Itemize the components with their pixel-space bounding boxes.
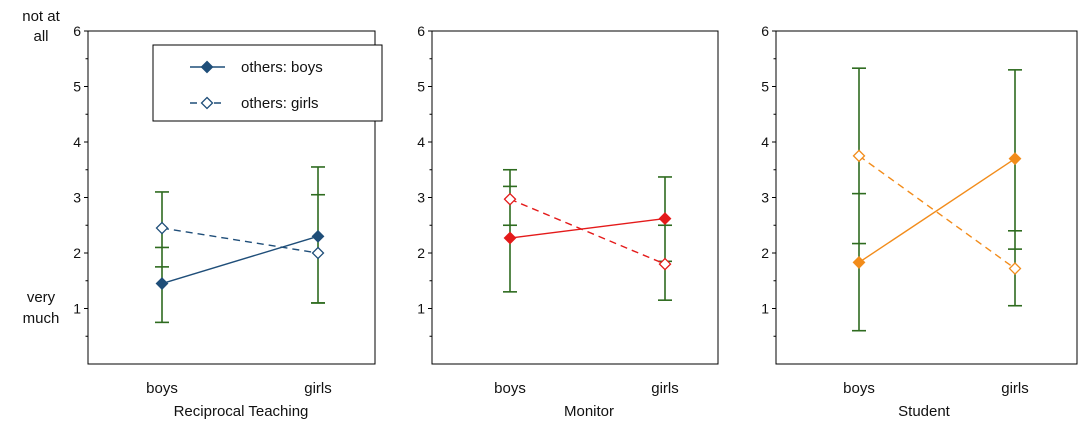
chart-panel-2: 1 2 3 4 5 6 boys girls Monitor bbox=[417, 23, 719, 420]
y-tick-label: 4 bbox=[761, 134, 769, 150]
top-label-line-2: all bbox=[33, 28, 48, 45]
y-tick-label: 2 bbox=[417, 245, 425, 261]
y-tick-label: 1 bbox=[73, 301, 81, 317]
legend-marker-2 bbox=[200, 96, 214, 110]
legend-label-2: others: girls bbox=[241, 95, 319, 112]
y-tick-label: 2 bbox=[761, 245, 769, 261]
data-point-others-boys-boys bbox=[155, 277, 169, 290]
x-tick-label-girls: girls bbox=[304, 380, 332, 397]
data-point-others-boys-girls bbox=[311, 229, 325, 243]
series-line-others-boys bbox=[509, 217, 666, 239]
chart-panel-3: 1 2 3 4 5 6 boys girls Student bbox=[761, 23, 1078, 420]
y-tick-label: 3 bbox=[73, 190, 81, 206]
legend-marker-1 bbox=[200, 60, 214, 74]
y-tick-label: 3 bbox=[761, 190, 769, 206]
data-point-others-girls-girls bbox=[1008, 262, 1022, 275]
series-line-others-girls bbox=[509, 198, 666, 265]
plot-frame bbox=[775, 30, 1078, 365]
y-tick-label: 4 bbox=[417, 134, 425, 150]
y-tick-label: 2 bbox=[73, 245, 81, 261]
y-tick-label: 1 bbox=[417, 301, 425, 317]
bottom-label-line-2: much bbox=[23, 310, 60, 327]
data-point-others-boys-boys bbox=[852, 256, 866, 269]
y-tick-label: 1 bbox=[761, 301, 769, 317]
x-axis-title: Student bbox=[898, 403, 951, 420]
x-tick-label-boys: boys bbox=[494, 380, 526, 397]
top-label-line-1: not at bbox=[22, 8, 60, 25]
x-tick-label-girls: girls bbox=[1001, 380, 1029, 397]
y-tick-label: 6 bbox=[761, 23, 769, 39]
legend: others: boys others: girls bbox=[152, 44, 383, 122]
x-axis-title: Reciprocal Teaching bbox=[174, 403, 309, 420]
chart-panels: 1 2 3 4 5 6 boys girls Reciprocal Teaching 1 2 3 4 5 6… bbox=[73, 23, 1078, 420]
x-axis-title: Monitor bbox=[564, 403, 614, 420]
y-tick-label: 3 bbox=[417, 190, 425, 206]
data-point-others-girls-girls bbox=[311, 246, 325, 260]
y-tick-label: 6 bbox=[73, 23, 81, 39]
series-line-others-boys bbox=[161, 235, 319, 285]
series-line-others-girls bbox=[161, 227, 319, 254]
bottom-label-line-1: very bbox=[27, 289, 56, 306]
series-line-others-girls bbox=[858, 155, 1016, 270]
data-point-others-girls-girls bbox=[658, 257, 672, 271]
data-point-others-boys-boys bbox=[503, 231, 517, 245]
legend-label-1: others: boys bbox=[241, 59, 323, 76]
data-point-others-boys-girls bbox=[1008, 152, 1022, 166]
data-point-others-girls-boys bbox=[503, 192, 517, 206]
x-tick-label-boys: boys bbox=[146, 380, 178, 397]
data-point-others-girls-boys bbox=[852, 149, 866, 163]
y-tick-label: 5 bbox=[73, 79, 81, 95]
y-tick-label: 6 bbox=[417, 23, 425, 39]
x-tick-label-boys: boys bbox=[843, 380, 875, 397]
y-tick-label: 5 bbox=[761, 79, 769, 95]
y-tick-label: 4 bbox=[73, 134, 81, 150]
series-line-others-boys bbox=[858, 158, 1016, 264]
chart-panel-1: 1 2 3 4 5 6 boys girls Reciprocal Teaching bbox=[73, 23, 376, 420]
legend-box bbox=[152, 44, 383, 122]
data-point-others-girls-boys bbox=[155, 221, 169, 235]
data-point-others-boys-girls bbox=[658, 212, 672, 226]
y-tick-label: 5 bbox=[417, 79, 425, 95]
x-tick-label-girls: girls bbox=[651, 380, 679, 397]
plot-frame bbox=[431, 30, 719, 365]
